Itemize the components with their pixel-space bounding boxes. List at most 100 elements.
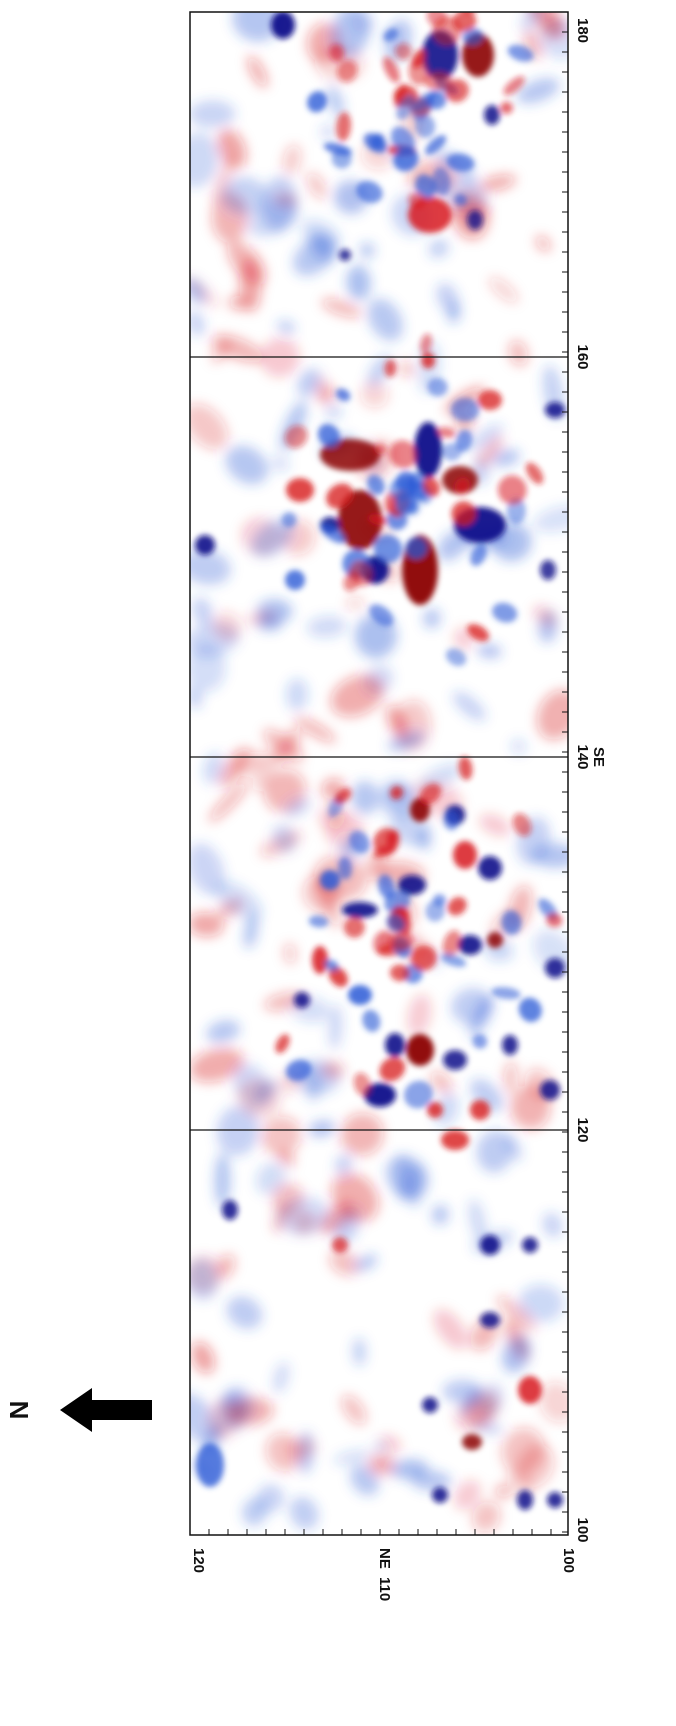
- strong-negative-anomaly: [348, 985, 372, 1005]
- strong-negative-anomaly: [364, 1083, 396, 1107]
- weak-negative-anomaly: [327, 85, 344, 118]
- negative-anomaly: [470, 544, 487, 566]
- negative-anomaly: [366, 474, 385, 495]
- strong-positive-anomaly: [453, 841, 477, 869]
- negative-anomaly: [426, 90, 447, 110]
- negative-anomaly: [386, 913, 406, 933]
- weak-positive-anomaly: [329, 1249, 360, 1276]
- negative-anomaly: [440, 953, 467, 967]
- weak-negative-anomaly: [346, 265, 371, 301]
- weak-positive-anomaly: [190, 403, 228, 450]
- strong-negative-anomaly: [522, 1237, 538, 1253]
- weak-negative-anomaly: [418, 763, 462, 792]
- positive-anomaly: [442, 930, 461, 957]
- northing-tick-100: 100: [560, 1548, 577, 1573]
- strong-negative-anomaly: [195, 535, 215, 555]
- weak-negative-anomaly: [476, 1130, 513, 1173]
- weak-negative-anomaly: [510, 738, 527, 755]
- negative-anomaly: [454, 193, 467, 206]
- weak-positive-anomaly: [488, 276, 519, 304]
- negative-anomaly: [389, 477, 416, 502]
- positive-anomaly: [422, 477, 440, 497]
- weak-negative-anomaly: [190, 1393, 218, 1442]
- weak-positive-anomaly: [247, 55, 268, 88]
- weak-positive-anomaly: [331, 1172, 379, 1222]
- weak-negative-anomaly: [320, 124, 336, 140]
- negative-anomaly: [383, 28, 399, 42]
- weak-negative-anomaly: [491, 449, 520, 467]
- weak-negative-anomaly: [468, 423, 504, 452]
- positive-anomaly: [379, 1057, 406, 1082]
- weak-negative-anomaly: [477, 644, 502, 658]
- weak-negative-anomaly: [518, 1284, 564, 1323]
- negative-anomaly: [446, 153, 475, 172]
- negative-anomaly: [307, 91, 328, 113]
- positive-anomaly: [503, 76, 525, 96]
- negative-anomaly: [362, 1009, 381, 1032]
- weak-negative-anomaly: [351, 780, 380, 815]
- positive-anomaly: [373, 443, 387, 455]
- positive-anomaly: [343, 570, 361, 592]
- weak-positive-anomaly: [340, 1113, 384, 1156]
- weak-positive-anomaly: [368, 1453, 395, 1476]
- positive-anomaly: [525, 462, 544, 485]
- positive-anomaly: [419, 783, 442, 805]
- positive-anomaly: [390, 785, 404, 800]
- weak-negative-anomaly: [203, 752, 225, 785]
- strong-negative-anomaly: [422, 1397, 438, 1413]
- weak-positive-anomaly: [407, 993, 432, 1037]
- positive-anomaly: [353, 1072, 372, 1097]
- weak-negative-anomaly: [451, 988, 493, 1025]
- weak-negative-anomaly: [478, 1382, 504, 1418]
- strong-positive-anomaly: [332, 1237, 348, 1253]
- weak-negative-anomaly: [190, 644, 226, 692]
- positive-anomaly: [389, 964, 410, 982]
- weak-negative-anomaly: [487, 948, 515, 962]
- weak-negative-anomaly: [434, 1092, 459, 1127]
- negative-anomaly: [373, 534, 403, 563]
- positive-anomaly: [334, 788, 352, 804]
- weak-negative-anomaly: [286, 678, 308, 711]
- weak-negative-anomaly: [335, 1153, 353, 1176]
- weak-negative-anomaly: [272, 824, 296, 853]
- weak-positive-anomaly: [306, 172, 328, 200]
- weak-negative-anomaly: [367, 298, 403, 341]
- weak-positive-anomaly: [478, 174, 517, 192]
- strong-positive-anomaly: [427, 1102, 443, 1118]
- strong-negative-anomaly: [467, 210, 483, 230]
- positive-anomaly: [447, 897, 467, 916]
- weak-negative-anomaly: [190, 100, 236, 128]
- weak-negative-anomaly: [468, 1199, 487, 1243]
- weak-negative-anomaly: [277, 319, 296, 335]
- positive-anomaly: [343, 917, 365, 938]
- northing-label-ne: NE: [376, 1548, 393, 1569]
- positive-anomaly: [458, 756, 473, 780]
- weak-negative-anomaly: [378, 780, 418, 819]
- weak-negative-anomaly: [423, 608, 441, 629]
- amplitude-field-soft: [190, 12, 568, 1533]
- positive-anomaly: [423, 71, 452, 91]
- strong-negative-anomaly: [484, 105, 500, 125]
- positive-anomaly: [373, 931, 395, 956]
- strong-positive-anomaly: [338, 490, 382, 550]
- negative-anomaly: [324, 959, 339, 972]
- weak-negative-anomaly: [470, 1078, 504, 1113]
- negative-anomaly: [507, 44, 534, 62]
- weak-negative-anomaly: [352, 1337, 367, 1366]
- strong-negative-anomaly: [294, 992, 310, 1008]
- positive-anomaly: [546, 912, 563, 928]
- weak-positive-anomaly: [477, 436, 503, 468]
- weak-positive-anomaly: [503, 1061, 518, 1094]
- strong-negative-anomaly: [271, 12, 295, 39]
- weak-positive-anomaly: [321, 1061, 345, 1079]
- weak-positive-anomaly: [217, 128, 247, 169]
- weak-positive-anomaly: [278, 1149, 295, 1167]
- weak-negative-anomaly: [520, 12, 544, 32]
- negative-anomaly: [492, 602, 518, 623]
- weak-negative-anomaly: [309, 231, 337, 263]
- weak-positive-anomaly: [190, 912, 224, 937]
- negative-anomaly: [405, 537, 428, 559]
- positive-anomaly: [454, 477, 470, 495]
- positive-anomaly: [467, 624, 490, 642]
- negative-anomaly: [308, 915, 329, 928]
